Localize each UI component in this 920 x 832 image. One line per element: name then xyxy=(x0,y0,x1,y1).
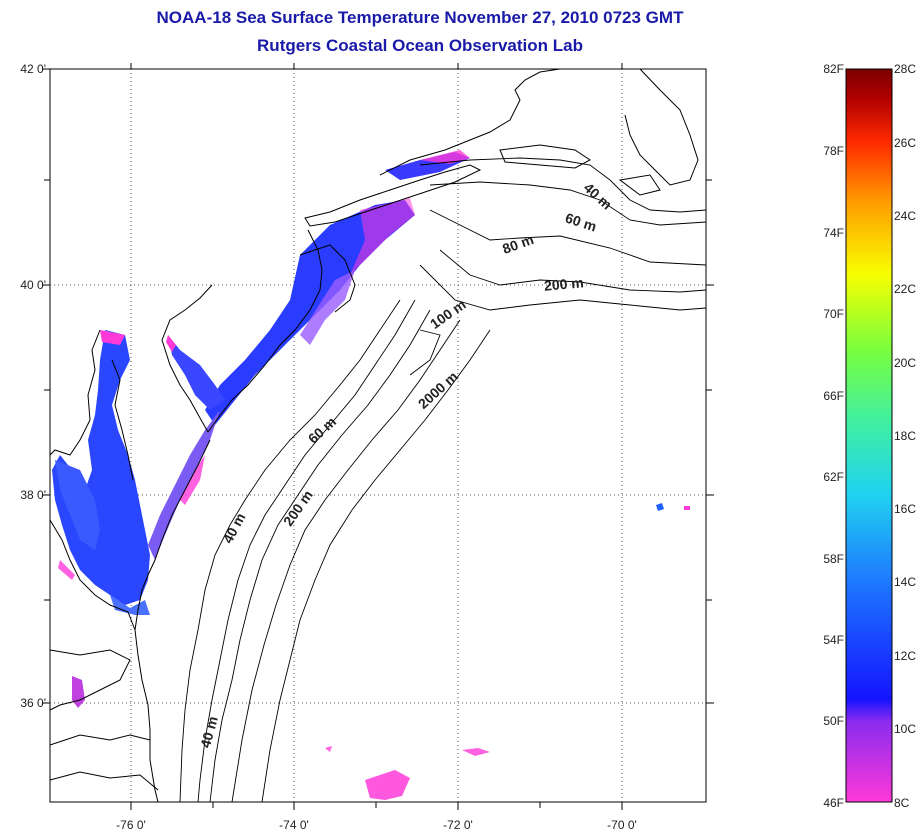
cb-f-78: 78F xyxy=(823,144,844,158)
cb-c-26: 26C xyxy=(894,136,917,150)
cb-f-70: 70F xyxy=(823,307,844,321)
cb-c-14: 14C xyxy=(894,575,917,589)
cb-c-12: 12C xyxy=(894,649,917,663)
lat-label-40: 40 0' xyxy=(20,278,46,292)
cb-c-28: 28C xyxy=(894,62,917,76)
map-frame xyxy=(49,68,707,803)
cb-c-20: 20C xyxy=(894,356,917,370)
depth-contours xyxy=(179,157,707,803)
cb-f-62: 62F xyxy=(823,470,844,484)
lat-label-36: 36 0' xyxy=(20,696,46,710)
cb-f-50: 50F xyxy=(823,714,844,728)
cb-c-10: 10C xyxy=(894,722,917,736)
cb-f-74: 74F xyxy=(823,226,844,240)
lon-label-74: -74 0' xyxy=(279,818,309,832)
graticule xyxy=(50,69,706,802)
lon-label-70: -70 0' xyxy=(607,818,637,832)
cb-f-58: 58F xyxy=(823,552,844,566)
cb-f-54: 54F xyxy=(823,633,844,647)
cb-f-82: 82F xyxy=(823,62,844,76)
axis-ticks xyxy=(42,63,714,810)
cb-c-24: 24C xyxy=(894,209,917,223)
map-title: NOAA-18 Sea Surface Temperature November… xyxy=(156,8,684,27)
lat-label-42: 42 0' xyxy=(20,62,46,76)
sst-data xyxy=(52,150,690,800)
cb-c-8: 8C xyxy=(894,796,910,810)
cb-c-16: 16C xyxy=(894,502,917,516)
lon-label-72: -72 0' xyxy=(443,818,473,832)
cb-f-66: 66F xyxy=(823,389,844,403)
map-subtitle: Rutgers Coastal Ocean Observation Lab xyxy=(257,36,583,55)
cb-f-46: 46F xyxy=(823,796,844,810)
lon-label-76: -76 0' xyxy=(116,818,146,832)
colorbar xyxy=(845,68,893,803)
lat-label-38: 38 0' xyxy=(20,488,46,502)
cb-c-18: 18C xyxy=(894,429,917,443)
cb-c-22: 22C xyxy=(894,282,917,296)
